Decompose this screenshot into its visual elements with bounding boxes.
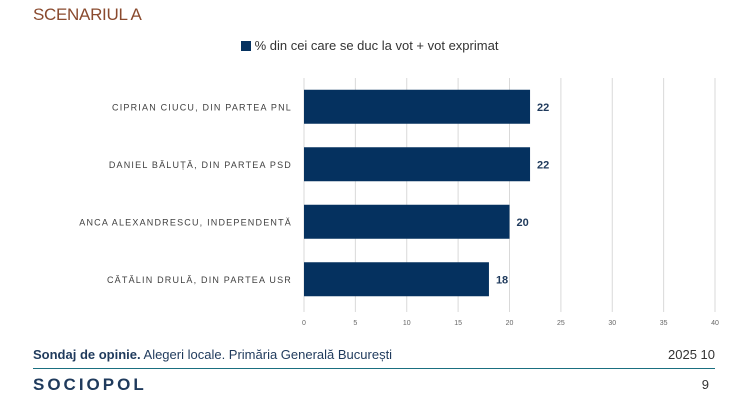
category-label: CĂTĂLIN DRULĂ, DIN PARTEA USR bbox=[107, 275, 292, 285]
footer-divider bbox=[33, 368, 715, 369]
x-tick-label: 5 bbox=[353, 320, 357, 327]
legend-swatch bbox=[240, 41, 251, 51]
bar bbox=[304, 147, 531, 182]
x-tick-label: 25 bbox=[557, 320, 565, 327]
slide-title: SCENARIUL A bbox=[33, 5, 142, 24]
bar-chart: 0 5 10 15 20 25 30 35 40 CIPRIAN CIUCU, DIN PARTE… bbox=[79, 78, 719, 327]
bar bbox=[304, 262, 489, 297]
footer-survey-rest: Alegeri locale. Primăria Generală Bucure… bbox=[140, 347, 393, 362]
x-tick-label: 35 bbox=[660, 320, 668, 327]
bar bbox=[304, 204, 510, 239]
category-label: CIPRIAN CIUCU, DIN PARTEA PNL bbox=[112, 102, 292, 112]
category-label: ANCA ALEXANDRESCU, INDEPENDENTĂ bbox=[79, 217, 292, 227]
footer-survey-bold: Sondaj de opinie. bbox=[33, 347, 141, 362]
legend: % din cei care se duc la vot + vot expri… bbox=[0, 38, 739, 53]
data-label: 22 bbox=[537, 102, 549, 114]
x-tick-label: 30 bbox=[608, 320, 616, 327]
category-label: DANIEL BĂLUȚĂ, DIN PARTEA PSD bbox=[109, 160, 292, 170]
x-tick-label: 40 bbox=[711, 320, 719, 327]
sociopol-logo: SOCIOPOL bbox=[33, 375, 147, 394]
footer-date: 2025 10 bbox=[668, 347, 715, 362]
data-label: 22 bbox=[537, 159, 549, 171]
data-label: 20 bbox=[517, 217, 529, 229]
bar bbox=[304, 89, 531, 124]
x-tick-label: 0 bbox=[302, 320, 306, 327]
x-tick-label: 15 bbox=[454, 320, 462, 327]
page-number: 9 bbox=[701, 377, 709, 392]
x-tick-label: 20 bbox=[506, 320, 514, 327]
legend-label: % din cei care se duc la vot + vot expri… bbox=[254, 38, 499, 53]
footer-survey: Sondaj de opinie. Alegeri locale. Primăr… bbox=[33, 347, 392, 362]
data-label: 18 bbox=[496, 274, 508, 286]
x-tick-label: 10 bbox=[403, 320, 411, 327]
